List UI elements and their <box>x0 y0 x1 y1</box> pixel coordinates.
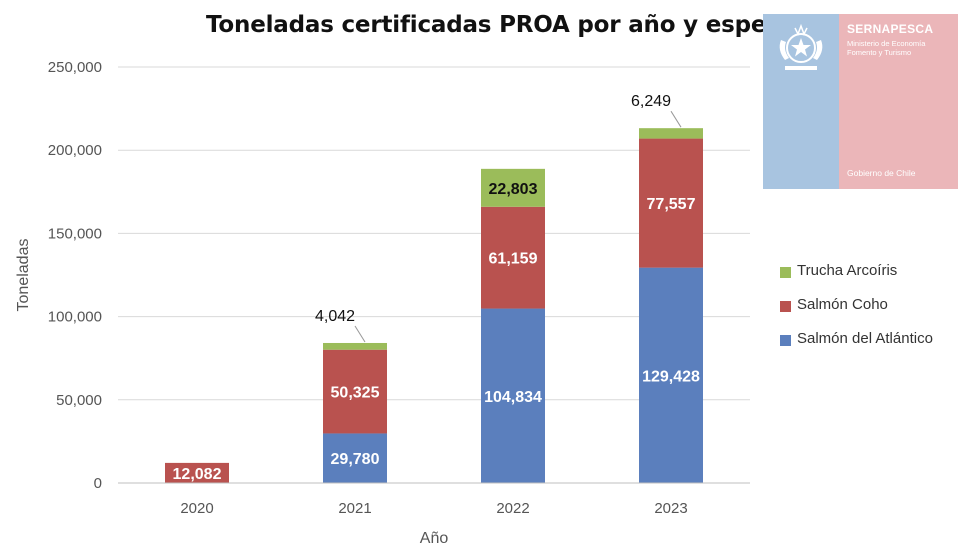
y-tick-label: 100,000 <box>48 309 102 326</box>
bar-segment <box>165 462 229 483</box>
x-tick-label: 2022 <box>496 500 529 517</box>
y-tick-label: 150,000 <box>48 225 102 242</box>
x-axis-title: Año <box>420 530 449 547</box>
logo-left-panel <box>763 14 839 189</box>
bar-segment <box>639 128 703 139</box>
y-tick-label: 0 <box>94 475 102 492</box>
logo-right-panel: SERNAPESCA Ministerio de Economía Foment… <box>839 14 958 189</box>
data-label: 61,159 <box>489 251 538 268</box>
bar-segment <box>639 267 703 483</box>
data-label: 129,428 <box>642 368 700 385</box>
x-tick-label: 2023 <box>654 500 687 517</box>
logo-name: SERNAPESCA <box>847 22 934 36</box>
y-axis-title: Toneladas <box>15 239 32 312</box>
y-tick-label: 50,000 <box>56 392 102 409</box>
data-label: 4,042 <box>315 308 355 325</box>
bar-segment <box>481 168 545 207</box>
sernapesca-logo: SERNAPESCA Ministerio de Economía Foment… <box>763 14 958 189</box>
legend-swatch-atlantico <box>780 335 791 346</box>
x-tick-label: 2020 <box>180 500 213 517</box>
y-tick-label: 250,000 <box>48 59 102 76</box>
data-label: 12,082 <box>173 466 222 483</box>
x-tick-label: 2021 <box>338 500 371 517</box>
data-label: 29,780 <box>331 451 380 468</box>
legend-swatch-trucha <box>780 267 791 278</box>
y-tick-label: 200,000 <box>48 142 102 159</box>
label-leader-line <box>354 325 366 343</box>
label-leader-line <box>670 110 682 128</box>
data-label: 6,249 <box>631 93 671 110</box>
bar-segment <box>481 308 545 483</box>
legend-label-coho: Salmón Coho <box>797 296 888 313</box>
bar-segment <box>323 349 387 434</box>
bar-segment <box>323 433 387 483</box>
bar-segment <box>481 206 545 309</box>
logo-subtitle: Ministerio de Economía Fomento y Turismo <box>847 39 926 57</box>
chart-title: Toneladas certificadas PROA por año y es… <box>206 12 803 38</box>
legend-label-trucha: Trucha Arcoíris <box>797 262 898 279</box>
bar-segment <box>323 342 387 350</box>
data-label: 104,834 <box>484 389 542 406</box>
data-label: 22,803 <box>489 181 538 198</box>
logo-footer: Gobierno de Chile <box>847 168 916 178</box>
chile-crest-icon <box>779 23 823 70</box>
legend-swatch-coho <box>780 301 791 312</box>
data-label: 50,325 <box>331 385 380 402</box>
legend-label-atlantico: Salmón del Atlántico <box>797 330 933 347</box>
bar-segment <box>639 138 703 268</box>
data-label: 77,557 <box>647 196 696 213</box>
